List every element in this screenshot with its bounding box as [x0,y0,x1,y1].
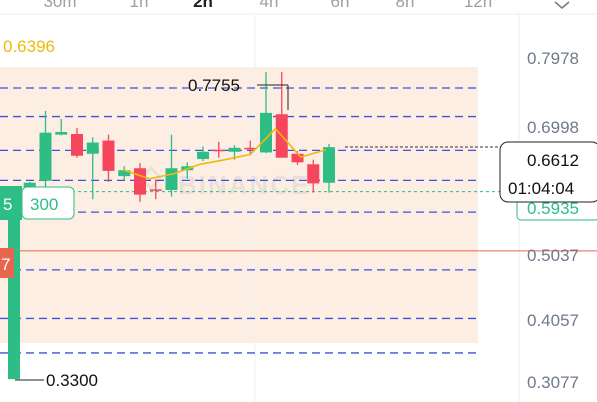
candle [55,131,68,135]
timeframe-tab[interactable]: 12h [464,0,492,11]
ma-line [124,127,327,180]
timeframe-tab[interactable]: 2h [193,0,213,11]
timeframe-tab[interactable]: 6h [331,0,350,11]
price-zone [0,67,478,343]
candle [86,142,99,154]
candle [39,132,52,181]
price-axis-label: 0.6998 [527,118,579,137]
last-price-value: 0.6612 [527,151,579,170]
candle [244,147,257,150]
current-price-label: 0.5935 [527,199,579,218]
low-label: 0.3300 [46,371,98,390]
timeframe-tab[interactable]: 8h [396,0,415,11]
ma-value: 0.6396 [3,37,55,56]
candle [165,168,178,190]
high-label: 0.7755 [188,76,240,95]
candle [260,112,272,153]
timeframe-bar: 30m 1h 2h 4h 6h 8h 12h [43,0,570,11]
candle [102,140,115,171]
binance-watermark: BINANCE [138,165,310,200]
candle-countdown: 01:04:04 [508,179,574,198]
candle [323,147,335,183]
position-tag[interactable]: 5 300 [0,186,75,220]
candle [212,149,225,152]
position-tag-red-value: 7 [1,255,10,274]
candle [228,147,241,152]
candle [197,151,209,160]
position-tag-value: 300 [30,195,58,214]
candle [307,164,320,184]
watermark-text: BINANCE [178,170,310,200]
candle [118,170,131,177]
candle [71,133,83,156]
high-annotation: 0.7755 [188,76,289,110]
timeframe-tab[interactable]: 1h [130,0,149,11]
last-price-box: 0.6612 01:04:04 [499,141,597,203]
low-annotation: 0.3300 [15,371,98,390]
position-tag-prefix: 5 [3,195,12,214]
timeframe-tab[interactable]: 4h [260,0,279,11]
price-axis: 0.7978 0.6998 0.5037 0.4057 0.3077 [527,49,579,392]
chevron-down-icon[interactable] [554,1,570,9]
candle [8,215,20,380]
price-axis-label: 0.3077 [527,373,579,392]
candle [134,168,146,195]
price-axis-label: 0.5037 [527,246,579,265]
candle [149,189,162,191]
timeframe-tab[interactable]: 30m [43,0,76,11]
price-axis-label: 0.4057 [527,311,579,330]
price-axis-label: 0.7978 [527,49,579,68]
position-tag-red[interactable]: 7 [0,248,14,278]
candle [291,153,304,163]
